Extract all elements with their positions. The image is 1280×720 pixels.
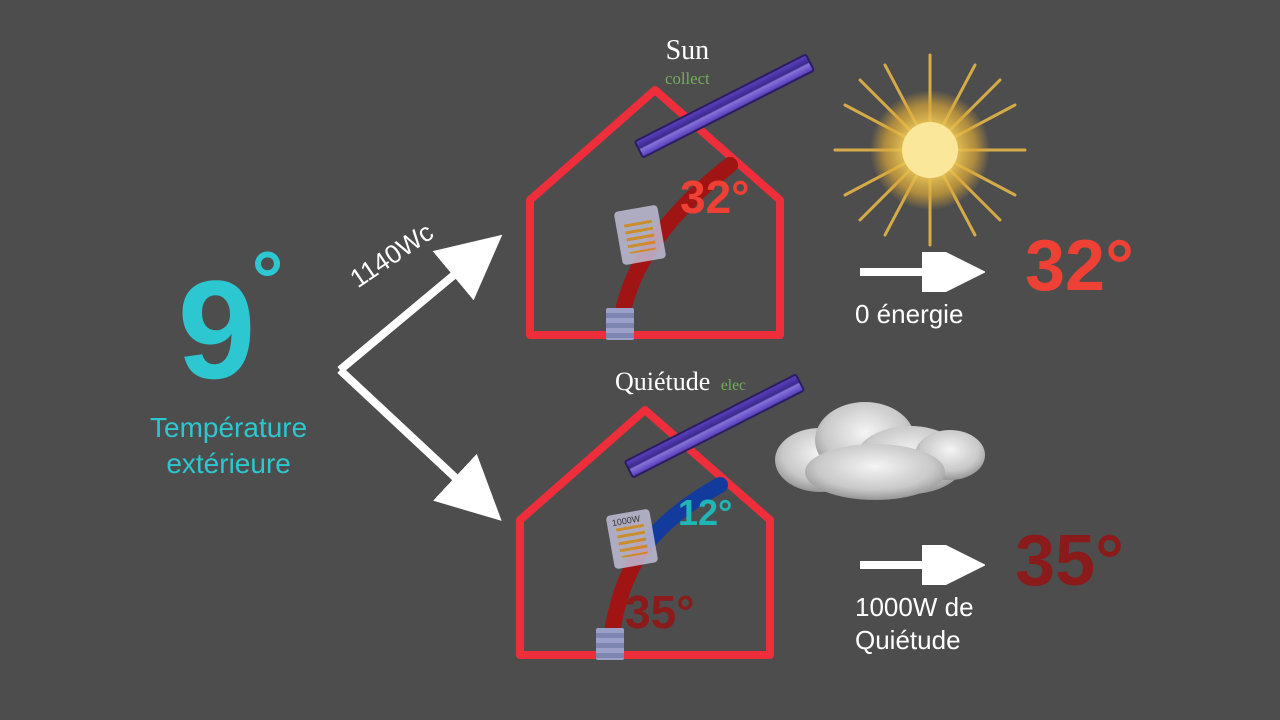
branch-arrows bbox=[330, 210, 510, 530]
bot-under-text: 1000W de Quiétude bbox=[855, 591, 974, 656]
cloud-icon bbox=[760, 390, 990, 510]
house-bot-outlet bbox=[596, 628, 624, 660]
house-bottom: 1000W Quiétude elec 12° 35° bbox=[500, 390, 790, 660]
bot-result-block: 1000W de Quiétude bbox=[855, 545, 985, 656]
sun-icon bbox=[830, 50, 1030, 250]
house-top: Sun collect 32° bbox=[510, 70, 800, 340]
house-bot-logo: Quiétude elec bbox=[615, 370, 746, 393]
stage: 9° Température extérieure 1140Wc bbox=[0, 0, 1280, 720]
house-bot-panel-temp: 12° bbox=[678, 492, 732, 534]
arrow-right-icon bbox=[855, 252, 985, 292]
bot-result-temp: 35° bbox=[1015, 520, 1124, 602]
exterior-temp-value: 9° bbox=[150, 260, 307, 400]
house-top-temp: 32° bbox=[680, 170, 750, 224]
top-result-block: 0 énergie bbox=[855, 252, 985, 331]
house-bot-pipe-temp: 35° bbox=[625, 585, 695, 639]
house-top-logo: Sun collect bbox=[665, 38, 710, 88]
exterior-temp-block: 9° Température extérieure bbox=[150, 260, 307, 483]
house-top-heater bbox=[614, 205, 667, 266]
house-top-outlet bbox=[606, 308, 634, 340]
top-under-text: 0 énergie bbox=[855, 298, 963, 331]
top-result-temp: 32° bbox=[1025, 225, 1134, 307]
arrow-right-icon bbox=[855, 545, 985, 585]
house-bot-heater: 1000W bbox=[606, 509, 659, 570]
exterior-temp-label: Température extérieure bbox=[150, 410, 307, 483]
